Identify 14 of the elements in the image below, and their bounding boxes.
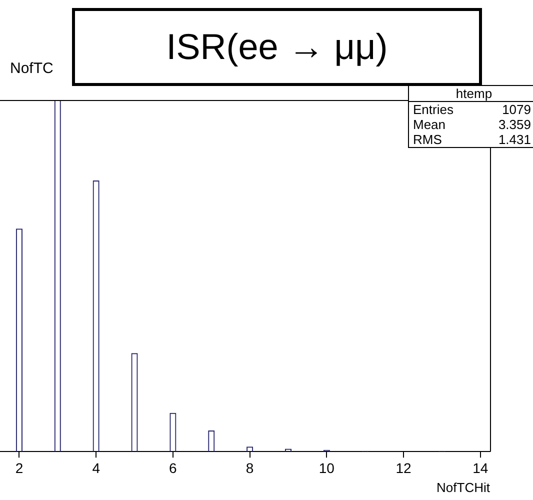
chart-title: NofTC — [10, 60, 54, 77]
annotation: htemp — [409, 86, 533, 102]
x-tick-label: 6 — [169, 460, 178, 476]
x-axis-title: NofTCHit — [436, 480, 490, 495]
x-tick-label: 4 — [92, 460, 100, 476]
text: ISR(ee → μμ) — [72, 8, 482, 86]
x-tick-label: 12 — [396, 460, 412, 476]
x-tick-label: 14 — [472, 460, 488, 476]
x-tick-label: 8 — [246, 460, 254, 476]
text: Mean 3.359 — [413, 117, 531, 132]
text: RMS 1.431 — [413, 132, 531, 147]
text: Entries 1079 — [413, 102, 531, 117]
x-tick-label: 10 — [318, 460, 335, 476]
x-tick-label: 2 — [15, 460, 24, 476]
